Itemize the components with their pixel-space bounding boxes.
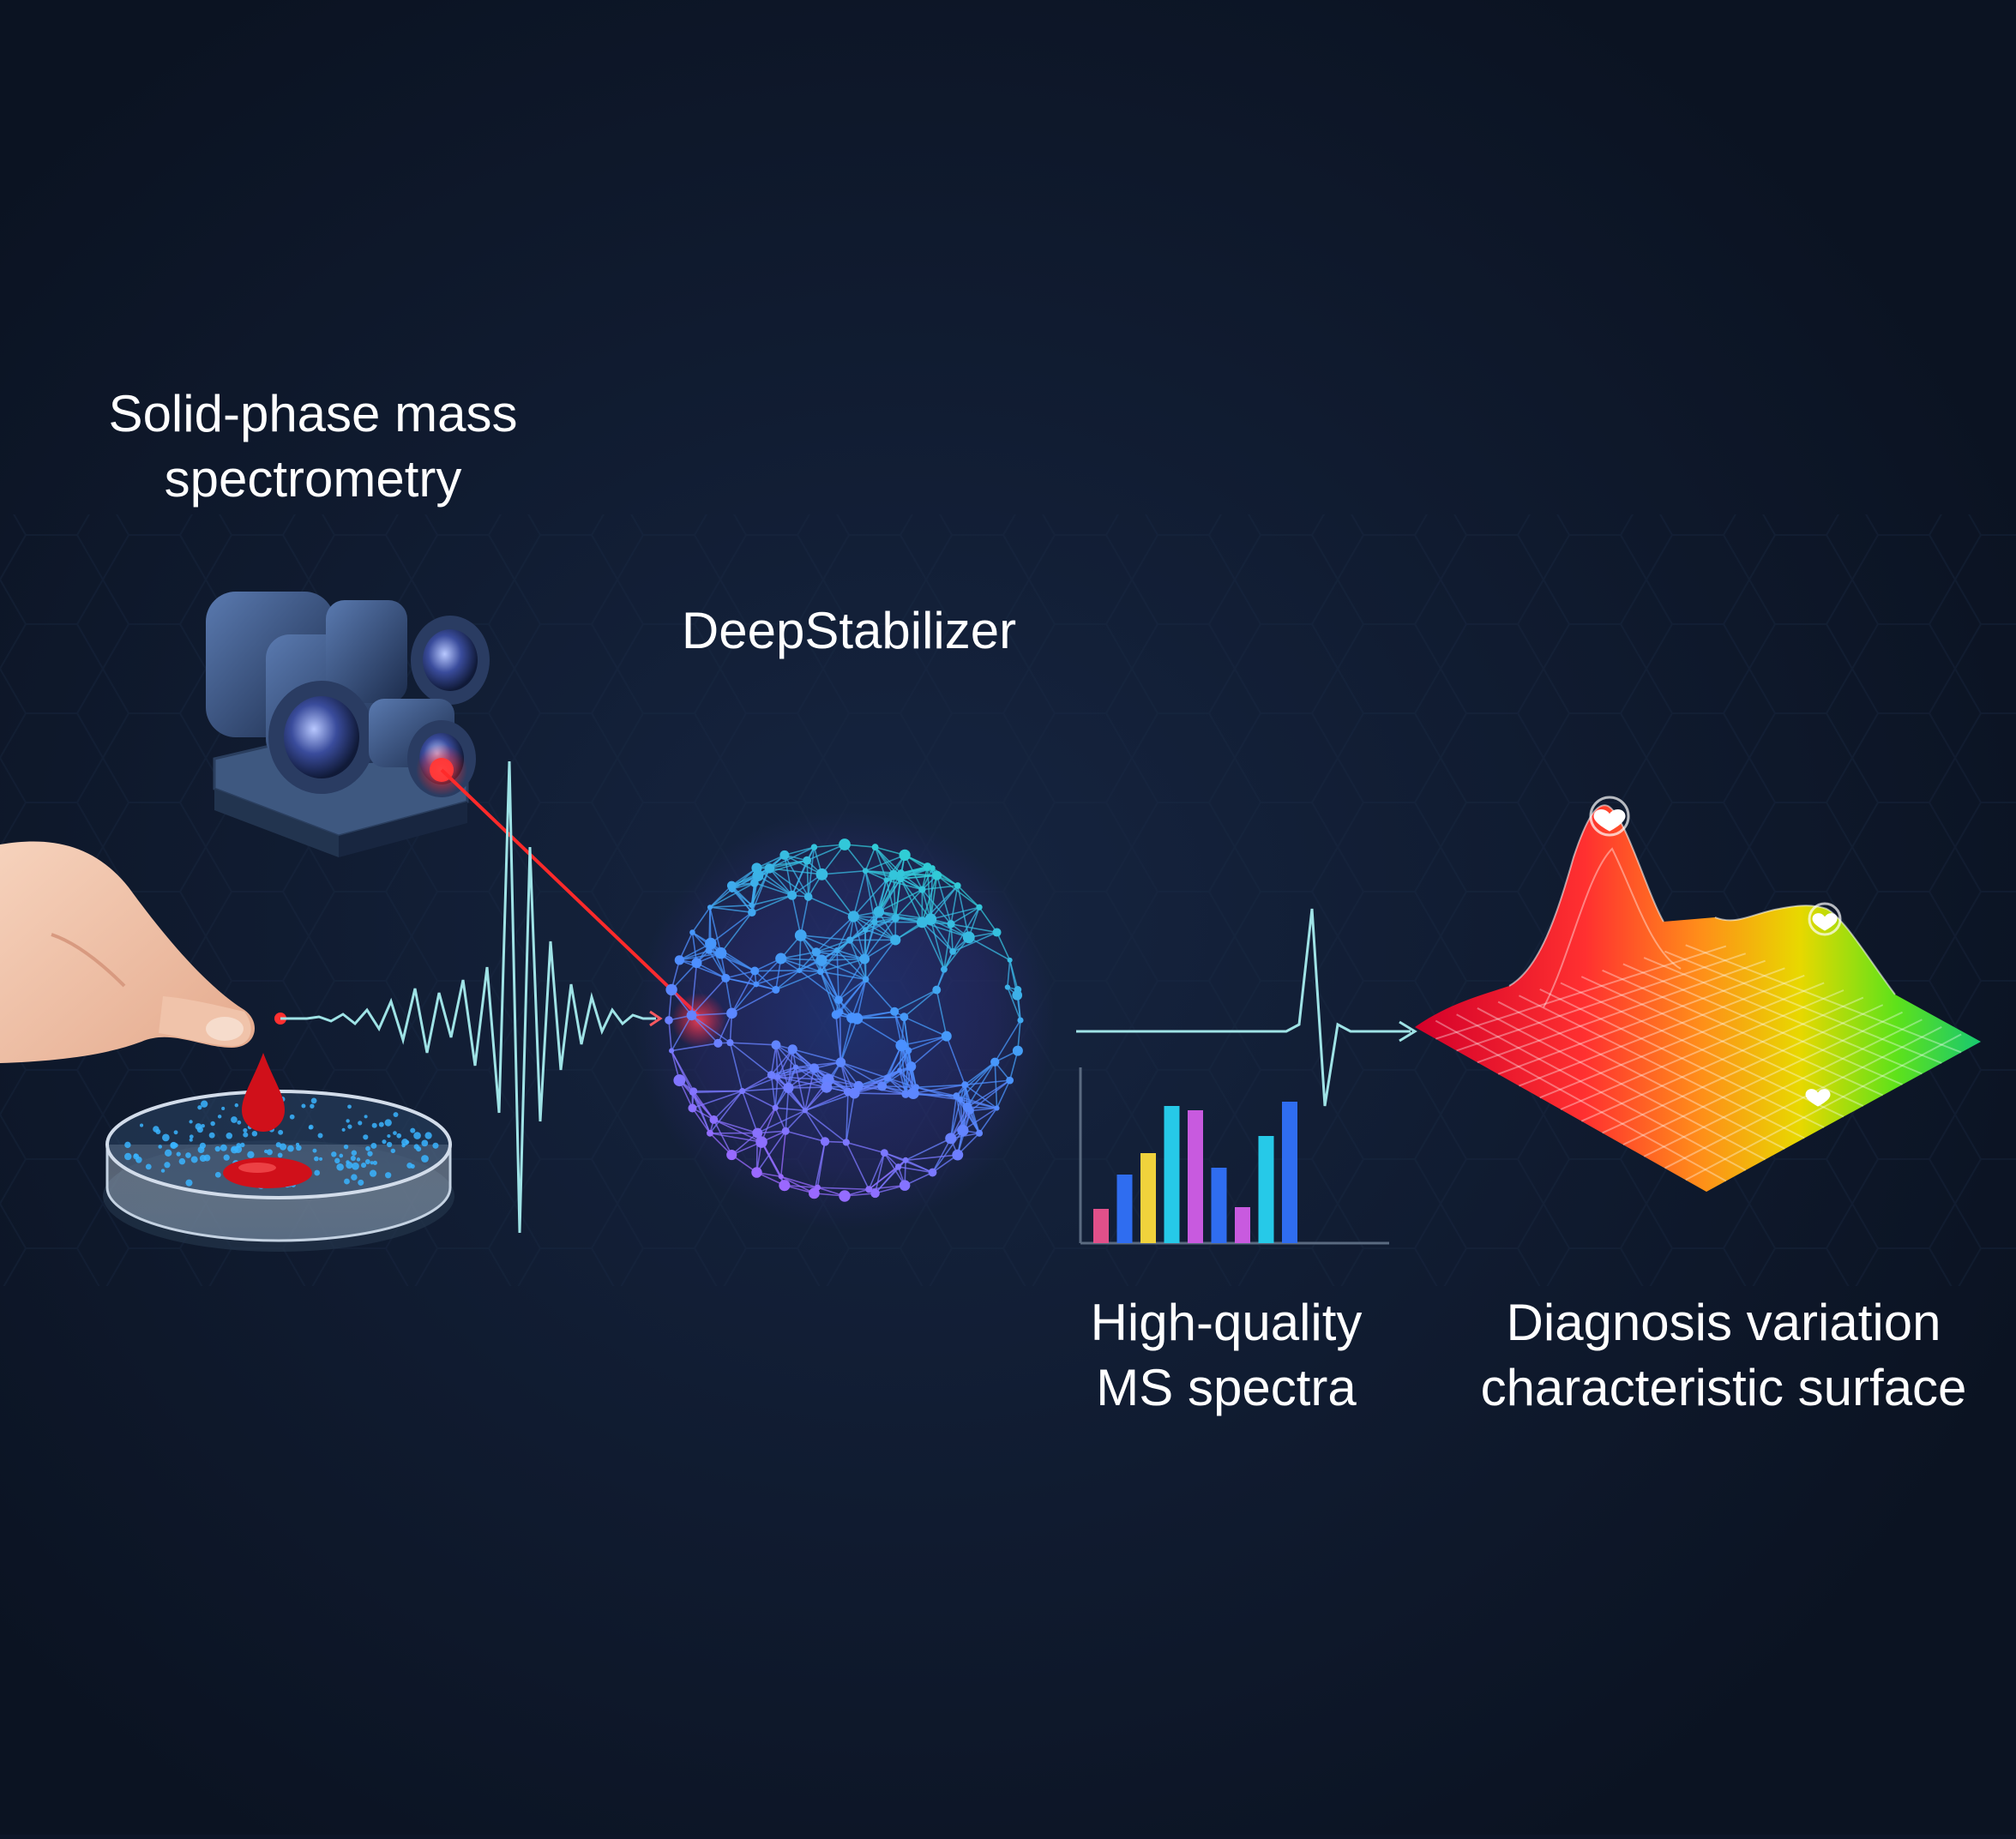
label-high-quality-ms-spectra: High-quality MS spectra (1046, 1290, 1406, 1421)
blood-pool (223, 1157, 312, 1188)
label-solid-phase-ms: Solid-phase mass spectrometry (51, 382, 575, 512)
label-diagnosis-surface: Diagnosis variation characteristic surfa… (1428, 1290, 2016, 1421)
neural-sphere-icon (635, 810, 1055, 1230)
mass-spectrometer-icon (206, 592, 490, 857)
label-deepstabilizer: DeepStabilizer (635, 598, 1063, 664)
